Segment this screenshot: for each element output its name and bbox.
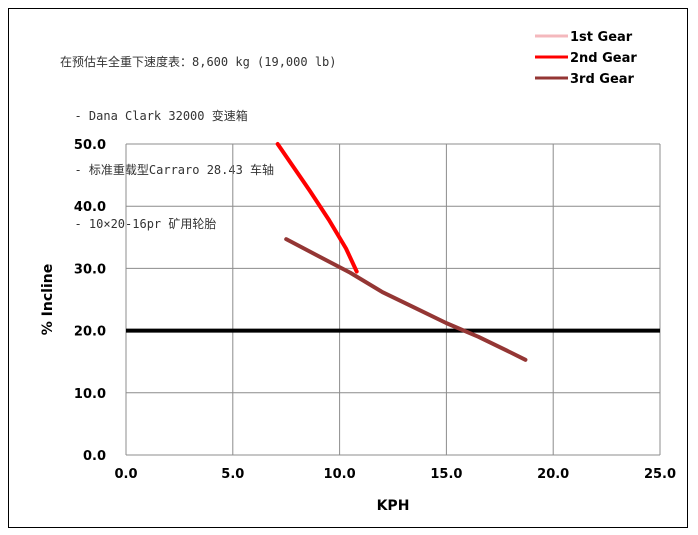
legend: 1st Gear 2nd Gear 3rd Gear: [535, 30, 637, 87]
spec-note-tires: - 10×20-16pr 矿用轮胎: [60, 217, 217, 231]
spec-note-axle: - 标准重载型Carraro 28.43 车轴: [60, 163, 275, 177]
x-tick-label: 20.0: [537, 467, 569, 482]
series-line-2: [275, 142, 359, 274]
legend-label: 2nd Gear: [570, 51, 637, 66]
spec-notes: 在预估车全重下速度表：8,600 kg (19,000 lb) - Dana C…: [60, 17, 337, 251]
series-line-3: [284, 237, 528, 362]
x-tick-label: 15.0: [430, 467, 462, 482]
y-axis-title: % Incline: [40, 264, 56, 335]
tick-labels: 0.0 5.0 10.0 15.0 20.0 25.0 0.0 10.0 20.0 30.0 40.…: [74, 138, 676, 482]
y-tick-label: 40.0: [74, 200, 106, 215]
spec-note-transmission: - Dana Clark 32000 变速箱: [60, 109, 248, 123]
x-tick-label: 25.0: [644, 467, 676, 482]
y-tick-label: 10.0: [74, 387, 106, 402]
x-tick-label: 5.0: [221, 467, 244, 482]
y-tick-label: 50.0: [74, 138, 106, 153]
series-lines: [126, 142, 660, 362]
legend-label: 3rd Gear: [570, 72, 635, 87]
y-tick-label: 0.0: [83, 449, 106, 464]
y-tick-label: 20.0: [74, 325, 106, 340]
x-tick-label: 10.0: [324, 467, 356, 482]
x-tick-label: 0.0: [114, 467, 137, 482]
legend-label: 1st Gear: [570, 30, 633, 45]
y-tick-label: 30.0: [74, 262, 106, 277]
spec-note-weight: 在预估车全重下速度表：8,600 kg (19,000 lb): [60, 55, 337, 69]
x-axis-title: KPH: [377, 498, 410, 514]
grid-lines: [125, 143, 661, 456]
